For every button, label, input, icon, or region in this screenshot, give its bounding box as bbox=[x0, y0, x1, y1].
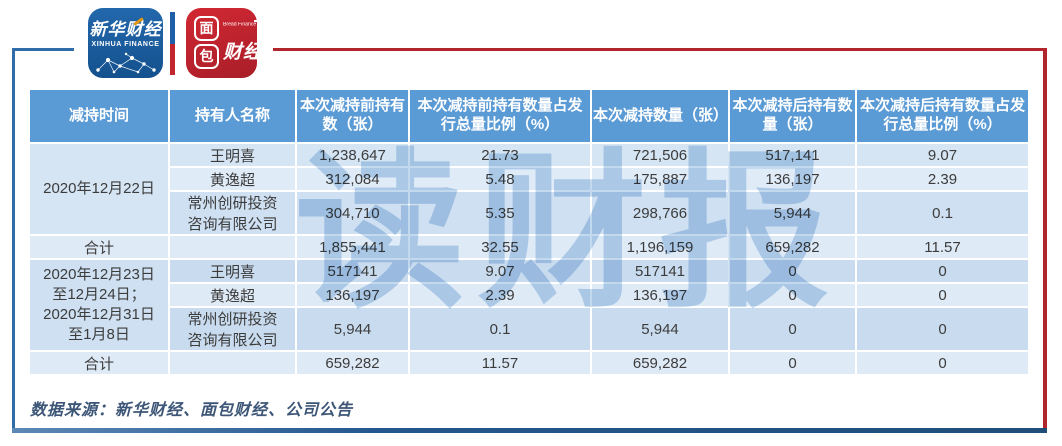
table-row: 2020年12月23日 至12月24日； 2020年12月31日 至1月8日 王… bbox=[30, 260, 1028, 350]
after-pct-cell: 0.1 bbox=[857, 192, 1028, 234]
mianbao-logo-en-text: Bread Finance bbox=[223, 22, 257, 28]
frame-bottom-line bbox=[12, 428, 1047, 433]
header-reduction-time: 减持时间 bbox=[30, 90, 168, 142]
before-pct-cell: 32.55 bbox=[410, 236, 590, 258]
before-pct-cell: 9.07 bbox=[410, 260, 590, 282]
frame-right-line bbox=[1043, 48, 1047, 432]
frame-top-left-line bbox=[12, 48, 74, 51]
holder-name-cell: 常州创研投资咨询有限公司 bbox=[170, 308, 295, 350]
period-line: 至12月24日； bbox=[52, 285, 146, 303]
total-holder-empty-cell bbox=[170, 236, 295, 258]
after-pct-cell: 9.07 bbox=[857, 144, 1028, 166]
after-pct-cell: 0 bbox=[857, 352, 1028, 374]
divider-red-half bbox=[170, 43, 175, 75]
after-pct-cell: 2.39 bbox=[857, 168, 1028, 190]
header-before-pct: 本次减持前持有数量占发行总量比例（%） bbox=[410, 90, 590, 142]
reduced-cell: 136,197 bbox=[592, 284, 728, 306]
reduction-table: 减持时间 持有人名称 本次减持前持有数（张） 本次减持前持有数量占发行总量比例（… bbox=[28, 88, 1030, 376]
table-row: 黄逸超 312,084 5.48 175,887 136,197 2.39 bbox=[30, 168, 1028, 190]
table-header-row: 减持时间 持有人名称 本次减持前持有数（张） 本次减持前持有数量占发行总量比例（… bbox=[30, 90, 1028, 142]
period-cell-group1: 2020年12月22日 bbox=[30, 144, 168, 234]
frame-top-right-line bbox=[273, 48, 1047, 51]
after-pct-cell: 0 bbox=[857, 260, 1028, 282]
constellation-icon bbox=[95, 52, 156, 74]
data-source-note: 数据来源：新华财经、面包财经、公司公告 bbox=[30, 402, 354, 419]
xinhua-finance-logo: 新华财经 XINHUA FINANCE bbox=[88, 8, 163, 78]
mianbao-logo-box-bao: 包 bbox=[194, 44, 219, 69]
reduced-cell: 1,196,159 bbox=[592, 236, 728, 258]
period-cell-group2: 2020年12月23日 至12月24日； 2020年12月31日 至1月8日 bbox=[30, 260, 168, 350]
after-cell: 0 bbox=[730, 260, 855, 282]
after-cell: 0 bbox=[730, 284, 855, 306]
after-pct-cell: 0 bbox=[857, 308, 1028, 350]
reduced-cell: 721,506 bbox=[592, 144, 728, 166]
table-row: 2020年12月22日 王明喜 1,238,647 21.73 721,506 … bbox=[30, 144, 1028, 234]
total-holder-empty-cell bbox=[170, 352, 295, 374]
after-pct-cell: 0 bbox=[857, 284, 1028, 306]
mianbao-logo-dash bbox=[254, 20, 264, 22]
reduced-cell: 659,282 bbox=[592, 352, 728, 374]
before-pct-cell: 2.39 bbox=[410, 284, 590, 306]
header-holdings-after: 本次减持后持有数量（张） bbox=[730, 90, 855, 142]
holder-name-cell: 常州创研投资咨询有限公司 bbox=[170, 192, 295, 234]
divider-blue-half bbox=[170, 12, 175, 44]
reduced-cell: 298,766 bbox=[592, 192, 728, 234]
mianbao-logo-box-mian: 面 bbox=[194, 16, 219, 41]
before-cell: 136,197 bbox=[297, 284, 408, 306]
after-pct-cell: 11.57 bbox=[857, 236, 1028, 258]
reduced-cell: 517141 bbox=[592, 260, 728, 282]
before-cell: 517141 bbox=[297, 260, 408, 282]
table-total-row: 合计 659,282 11.57 659,282 0 0 bbox=[30, 352, 1028, 374]
table-row: 黄逸超 136,197 2.39 136,197 0 0 bbox=[30, 284, 1028, 306]
before-cell: 312,084 bbox=[297, 168, 408, 190]
period-line: 2020年12月22日 bbox=[43, 179, 155, 197]
after-cell: 0 bbox=[730, 308, 855, 350]
xinhua-logo-en-text: XINHUA FINANCE bbox=[91, 41, 160, 48]
header-holdings-before: 本次减持前持有数（张） bbox=[297, 90, 408, 142]
after-cell: 136,197 bbox=[730, 168, 855, 190]
after-cell: 5,944 bbox=[730, 192, 855, 234]
before-pct-cell: 0.1 bbox=[410, 308, 590, 350]
before-cell: 1,855,441 bbox=[297, 236, 408, 258]
frame-left-line bbox=[12, 48, 15, 432]
before-cell: 5,944 bbox=[297, 308, 408, 350]
mianbao-finance-logo: 面 包 Bread Finance 财经 bbox=[186, 8, 264, 78]
table-total-row: 合计 1,855,441 32.55 1,196,159 659,282 11.… bbox=[30, 236, 1028, 258]
period-line: 2020年12月23日 bbox=[43, 265, 155, 283]
reduced-cell: 175,887 bbox=[592, 168, 728, 190]
header-holder-name: 持有人名称 bbox=[170, 90, 295, 142]
logo-divider-bar bbox=[170, 12, 175, 75]
holder-name-cell: 黄逸超 bbox=[170, 168, 295, 190]
header-reduced-amount: 本次减持数量（张） bbox=[592, 90, 728, 142]
table-row: 常州创研投资咨询有限公司 304,710 5.35 298,766 5,944 … bbox=[30, 192, 1028, 234]
reduced-cell: 5,944 bbox=[592, 308, 728, 350]
holder-name-cell: 黄逸超 bbox=[170, 284, 295, 306]
after-cell: 517,141 bbox=[730, 144, 855, 166]
before-cell: 659,282 bbox=[297, 352, 408, 374]
holder-name-cell: 王明喜 bbox=[170, 260, 295, 282]
before-pct-cell: 11.57 bbox=[410, 352, 590, 374]
period-line: 2020年12月31日 bbox=[43, 306, 155, 323]
before-pct-cell: 5.35 bbox=[410, 192, 590, 234]
after-cell: 659,282 bbox=[730, 236, 855, 258]
holder-name-cell: 王明喜 bbox=[170, 144, 295, 166]
after-cell: 0 bbox=[730, 352, 855, 374]
before-pct-cell: 21.73 bbox=[410, 144, 590, 166]
total-label-cell: 合计 bbox=[30, 236, 168, 258]
mianbao-logo-cn-text: 财经 bbox=[223, 42, 264, 63]
total-label-cell: 合计 bbox=[30, 352, 168, 374]
header-after-pct: 本次减持后持有数量占发行总量比例（%） bbox=[857, 90, 1028, 142]
before-cell: 304,710 bbox=[297, 192, 408, 234]
period-line: 至1月8日 bbox=[68, 326, 130, 344]
table-row: 常州创研投资咨询有限公司 5,944 0.1 5,944 0 0 bbox=[30, 308, 1028, 350]
before-cell: 1,238,647 bbox=[297, 144, 408, 166]
xinhua-logo-cn-text: 新华财经 bbox=[89, 20, 162, 39]
before-pct-cell: 5.48 bbox=[410, 168, 590, 190]
